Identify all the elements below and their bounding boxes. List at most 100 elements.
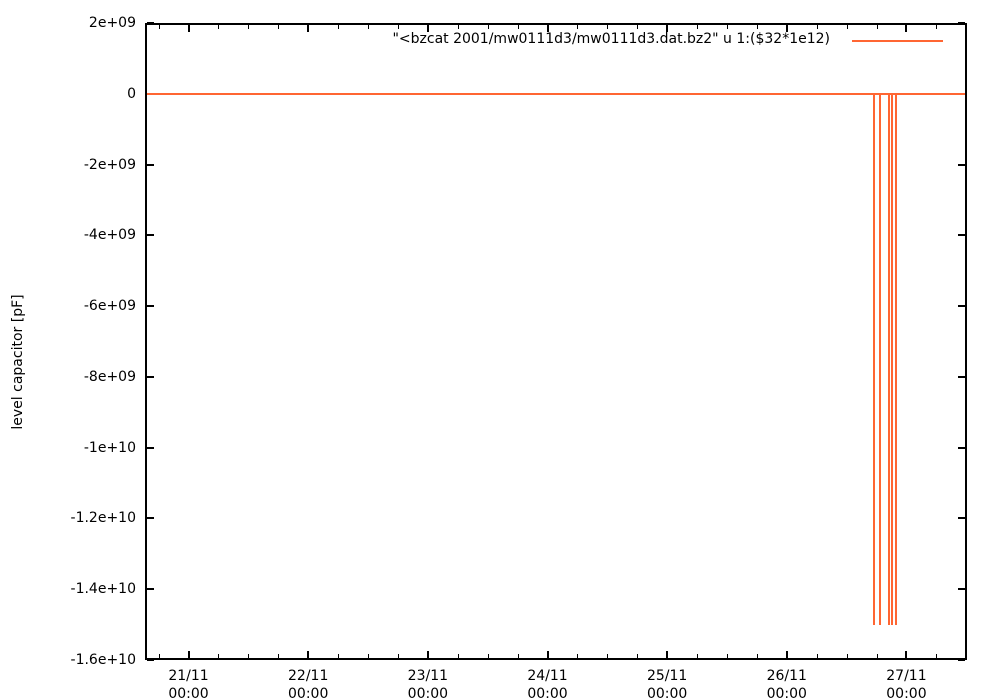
y-major-tick-left <box>147 517 154 520</box>
x-major-tick-bottom <box>187 651 190 658</box>
x-major-tick-top <box>546 25 549 32</box>
y-major-tick-left <box>147 446 154 449</box>
x-minor-tick-bottom <box>936 654 938 658</box>
y-major-tick-left <box>147 375 154 378</box>
x-minor-tick-bottom <box>158 654 160 658</box>
y-major-tick-left <box>147 22 154 24</box>
x-major-tick-top <box>307 25 310 32</box>
y-major-tick-right <box>958 517 965 520</box>
x-major-tick-top <box>187 25 190 32</box>
y-major-tick-left <box>147 234 154 237</box>
legend-line-sample <box>852 40 943 42</box>
x-minor-tick-top <box>577 25 579 29</box>
x-minor-tick-top <box>368 25 370 29</box>
x-minor-tick-bottom <box>278 654 280 658</box>
y-tick-label: -1.2e+10 <box>70 510 136 527</box>
y-major-tick-right <box>958 375 965 378</box>
x-tick-label: 22/11 00:00 <box>288 668 329 700</box>
x-minor-tick-top <box>158 25 160 29</box>
y-major-tick-right <box>958 659 965 661</box>
y-tick-label: 2e+09 <box>88 15 136 31</box>
y-major-tick-left <box>147 163 154 166</box>
series-spike <box>887 93 890 625</box>
series-spike <box>872 93 875 625</box>
x-minor-tick-top <box>726 25 728 29</box>
x-major-tick-bottom <box>785 651 788 658</box>
series-spike <box>890 93 893 625</box>
x-major-tick-top <box>426 25 429 32</box>
x-minor-tick-bottom <box>577 654 579 658</box>
y-tick-label: -1.4e+10 <box>70 581 136 598</box>
x-minor-tick-top <box>876 25 878 29</box>
x-tick-label: 23/11 00:00 <box>407 668 449 700</box>
y-tick-label: 0 <box>127 85 136 102</box>
x-minor-tick-top <box>397 25 399 29</box>
series-spike <box>878 93 881 625</box>
x-minor-tick-top <box>966 25 968 29</box>
x-tick-label: 21/11 00:00 <box>168 668 209 700</box>
x-tick-label: 25/11 00:00 <box>646 668 688 700</box>
x-minor-tick-top <box>607 25 609 29</box>
x-major-tick-top <box>666 25 669 32</box>
x-minor-tick-top <box>697 25 699 29</box>
y-major-tick-right <box>958 234 965 237</box>
y-major-tick-right <box>958 305 965 308</box>
y-major-tick-right <box>958 588 965 591</box>
x-minor-tick-bottom <box>697 654 699 658</box>
x-minor-tick-bottom <box>457 654 459 658</box>
x-minor-tick-bottom <box>816 654 818 658</box>
x-minor-tick-bottom <box>756 654 758 658</box>
x-minor-tick-bottom <box>846 654 848 658</box>
x-minor-tick-top <box>637 25 639 29</box>
y-major-tick-left <box>147 588 154 591</box>
legend-entry-label: "<bzcat 2001/mw0111d3/mw0111d3.dat.bz2" … <box>392 31 830 47</box>
series-spike <box>894 93 897 625</box>
x-minor-tick-top <box>487 25 489 29</box>
x-minor-tick-bottom <box>966 654 968 658</box>
y-major-tick-right <box>958 163 965 166</box>
x-minor-tick-bottom <box>607 654 609 658</box>
y-major-tick-left <box>147 305 154 308</box>
x-minor-tick-top <box>846 25 848 29</box>
x-minor-tick-bottom <box>637 654 639 658</box>
x-minor-tick-bottom <box>368 654 370 658</box>
x-minor-tick-bottom <box>487 654 489 658</box>
x-minor-tick-top <box>517 25 519 29</box>
x-minor-tick-bottom <box>248 654 250 658</box>
x-minor-tick-bottom <box>338 654 340 658</box>
y-tick-label: -6e+09 <box>83 298 136 315</box>
x-minor-tick-bottom <box>726 654 728 658</box>
x-minor-tick-top <box>936 25 938 29</box>
x-major-tick-bottom <box>426 651 429 658</box>
plot-area <box>145 23 967 660</box>
x-minor-tick-top <box>816 25 818 29</box>
x-major-tick-bottom <box>905 651 908 658</box>
x-tick-label: 24/11 00:00 <box>527 668 568 700</box>
x-minor-tick-top <box>756 25 758 29</box>
y-tick-label: -8e+09 <box>83 368 136 385</box>
x-major-tick-bottom <box>546 651 549 658</box>
y-tick-label: -1.6e+10 <box>70 652 136 668</box>
y-major-tick-right <box>958 446 965 449</box>
x-minor-tick-bottom <box>218 654 220 658</box>
series-baseline <box>147 92 965 95</box>
y-tick-label: -2e+09 <box>83 156 136 173</box>
x-minor-tick-bottom <box>397 654 399 658</box>
y-tick-label: -1e+10 <box>83 439 136 456</box>
x-major-tick-bottom <box>666 651 669 658</box>
x-minor-tick-top <box>278 25 280 29</box>
y-major-tick-right <box>958 22 965 24</box>
x-major-tick-top <box>905 25 908 32</box>
x-minor-tick-bottom <box>876 654 878 658</box>
x-minor-tick-bottom <box>517 654 519 658</box>
x-major-tick-top <box>785 25 788 32</box>
x-tick-label: 26/11 00:00 <box>766 668 807 700</box>
x-minor-tick-top <box>338 25 340 29</box>
x-minor-tick-top <box>248 25 250 29</box>
y-tick-label: -4e+09 <box>83 227 136 244</box>
x-major-tick-bottom <box>307 651 310 658</box>
x-minor-tick-top <box>218 25 220 29</box>
x-minor-tick-top <box>457 25 459 29</box>
x-tick-label: 27/11 00:00 <box>886 668 927 700</box>
